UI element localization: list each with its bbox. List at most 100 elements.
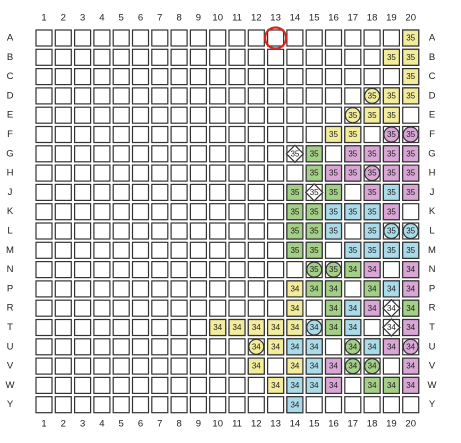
column-label: 2 <box>61 13 66 24</box>
pin-square: 35 <box>382 203 400 221</box>
pin-cell <box>247 261 265 279</box>
row-label: E <box>429 110 435 121</box>
pin-cell <box>73 67 92 86</box>
pin-circle: 35 <box>383 222 400 240</box>
pin-cell <box>112 203 130 221</box>
pin-cell <box>35 125 53 144</box>
pin-cell <box>344 87 362 105</box>
pin-square: 35 <box>363 203 381 221</box>
pin-label: 35 <box>310 207 319 216</box>
pin-cell <box>131 241 150 259</box>
column-label: 14 <box>290 13 301 24</box>
pin-square: 35 <box>344 203 362 221</box>
pin-cell <box>247 48 265 66</box>
pin-fill <box>286 241 304 259</box>
pin-label: 34 <box>310 342 319 351</box>
pin-cell <box>189 125 207 144</box>
pin-cell <box>93 338 111 356</box>
pin-cell <box>54 396 72 414</box>
pin-cell <box>112 261 130 279</box>
pin-label: 35 <box>368 207 377 216</box>
pin-cell <box>344 48 362 66</box>
pin-square: 35 <box>402 29 420 47</box>
pin-cell <box>344 183 362 201</box>
pin-square: 34 <box>402 280 420 298</box>
pin-label: 34 <box>406 265 415 274</box>
pin-label: 35 <box>387 53 396 62</box>
pin-fill <box>364 358 381 375</box>
pin-fill <box>304 183 324 202</box>
pin-circle: 35 <box>364 87 381 105</box>
pin-label: 35 <box>406 92 415 101</box>
pin-cell <box>228 106 246 124</box>
pin-cell <box>189 87 207 105</box>
pin-cell <box>209 145 227 163</box>
pin-cell <box>286 106 304 124</box>
row-label: P <box>7 283 13 294</box>
pin-square: 35 <box>286 183 304 201</box>
column-label: 13 <box>270 13 281 24</box>
pin-fill <box>286 280 304 298</box>
pin-label: 34 <box>368 265 377 274</box>
pin-cell <box>170 396 188 414</box>
pin-fill <box>286 222 304 240</box>
pin-cell <box>324 241 343 259</box>
pin-square: 34 <box>363 338 381 356</box>
pin-label: 34 <box>213 323 222 332</box>
pin-cell <box>228 203 246 221</box>
pin-cell <box>247 164 265 182</box>
pin-cell <box>382 357 400 375</box>
pin-label: 34 <box>368 304 377 313</box>
pin-square: 34 <box>402 376 420 394</box>
column-label: 15 <box>309 419 320 430</box>
pin-label: 35 <box>387 227 396 236</box>
pin-cell <box>209 261 227 279</box>
pin-cell <box>151 241 169 259</box>
pin-cell <box>170 261 188 279</box>
pin-label: 34 <box>290 304 299 313</box>
pin-label: 35 <box>290 207 299 216</box>
pin-cell <box>363 67 381 86</box>
pin-cell <box>112 222 130 240</box>
pin-label: 35 <box>368 188 377 197</box>
pin-cell <box>73 241 92 259</box>
pin-cell <box>305 48 323 66</box>
column-label: 9 <box>196 419 201 430</box>
pin-cell <box>93 67 111 86</box>
pin-square: 35 <box>324 183 343 201</box>
pin-cell <box>93 280 111 298</box>
pin-cell <box>112 125 130 144</box>
pin-cell <box>286 125 304 144</box>
pin-label: 34 <box>406 304 415 313</box>
pin-label: 34 <box>348 304 357 313</box>
row-label: L <box>429 226 434 237</box>
pin-cell <box>151 338 169 356</box>
pin-square: 34 <box>324 318 343 337</box>
pin-cell <box>54 164 72 182</box>
pin-cell <box>324 396 343 414</box>
pin-circle: 35 <box>402 222 419 240</box>
pin-square: 34 <box>363 376 381 394</box>
pin-label: 34 <box>368 362 377 371</box>
pin-cell <box>170 106 188 124</box>
pin-square: 35 <box>363 106 381 124</box>
pin-cell <box>131 106 150 124</box>
row-label: R <box>7 303 14 314</box>
pin-cell <box>228 87 246 105</box>
pin-cell <box>54 48 72 66</box>
pin-fill <box>382 203 400 221</box>
pin-cell <box>228 183 246 201</box>
pin-cell <box>170 280 188 298</box>
pin-fill <box>383 222 400 240</box>
pin-circle: 35 <box>383 126 400 143</box>
row-label: C <box>7 71 14 82</box>
pin-cell <box>131 261 150 279</box>
pin-fill <box>324 357 343 375</box>
pin-label: 34 <box>387 304 396 313</box>
pin-fill <box>344 125 362 144</box>
pin-square: 34 <box>286 338 304 356</box>
pin-cell <box>267 203 285 221</box>
pin-fill <box>402 145 420 163</box>
pin-fill <box>382 183 400 201</box>
pin-fill <box>402 261 420 279</box>
